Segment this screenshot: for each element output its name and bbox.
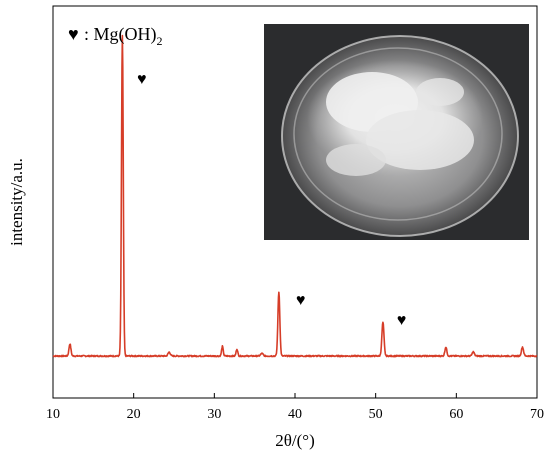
x-tick-label-70: 70: [530, 407, 544, 422]
inset-photo: [264, 24, 529, 240]
x-tick-label-60: 60: [449, 407, 463, 422]
x-axis-ticks: 10 20 30 40 50 60 70: [46, 393, 544, 422]
peak-marker-heart-icon: ♥: [296, 292, 306, 309]
legend-subscript: 2: [157, 34, 163, 48]
xrd-pattern-line: [52, 34, 538, 358]
x-axis-label: 2θ/(°): [275, 431, 315, 450]
y-axis-label: intensity/a.u.: [7, 158, 26, 246]
peak-markers: ♥ ♥ ♥: [137, 71, 406, 329]
x-tick-label-30: 30: [207, 407, 221, 422]
legend-label: : Mg(OH)2: [84, 24, 163, 48]
x-tick-label-10: 10: [46, 407, 60, 422]
peak-marker-heart-icon: ♥: [137, 71, 147, 88]
x-tick-label-40: 40: [288, 407, 302, 422]
x-tick-label-20: 20: [127, 407, 141, 422]
legend-text: : Mg(OH): [84, 24, 157, 45]
legend: ♥ : Mg(OH)2: [68, 24, 163, 48]
legend-heart-icon: ♥: [68, 24, 79, 44]
x-tick-label-50: 50: [369, 407, 383, 422]
peak-marker-heart-icon: ♥: [397, 312, 407, 329]
